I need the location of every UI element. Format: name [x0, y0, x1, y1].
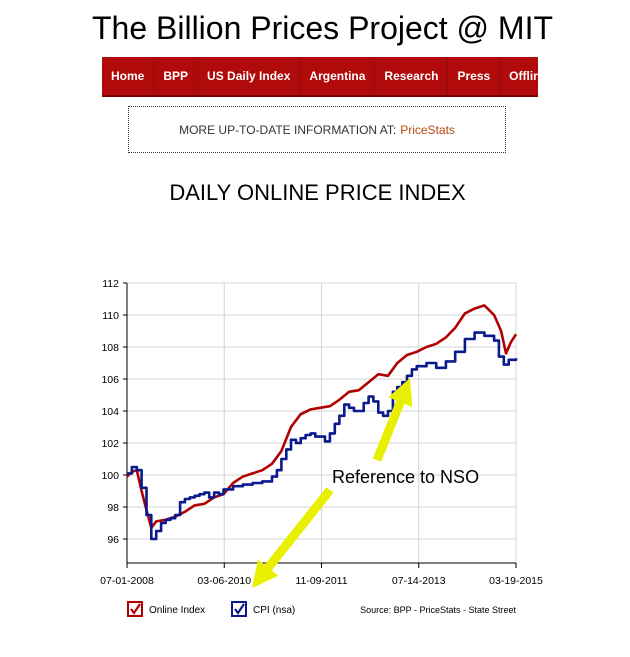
y-tick-label: 110 — [102, 310, 119, 322]
chart-title: DAILY ONLINE PRICE INDEX — [169, 180, 466, 205]
x-tick-label: 07-14-2013 — [392, 575, 446, 587]
x-tick-label: 07-01-2008 — [100, 575, 154, 587]
source-note: Source: BPP - PriceStats - State Street — [360, 605, 516, 615]
info-text: MORE UP-TO-DATE INFORMATION AT: — [179, 122, 397, 137]
nav-item-bpp[interactable]: BPP — [154, 57, 199, 95]
legend-label: CPI (nsa) — [253, 605, 295, 616]
pricestats-link[interactable]: PriceStats — [400, 122, 455, 137]
y-tick-label: 104 — [101, 406, 119, 418]
nav-item-us-daily-index[interactable]: US Daily Index — [198, 57, 301, 95]
y-tick-label: 102 — [101, 438, 119, 450]
nav-item-research[interactable]: Research — [375, 57, 449, 95]
legend-label: Online Index — [149, 605, 205, 616]
y-tick-label: 96 — [107, 534, 119, 546]
x-tick-label: 11-09-2011 — [295, 575, 347, 587]
annotation-arrow-down — [252, 487, 334, 588]
checkmark-icon — [130, 603, 141, 615]
nav-item-offline[interactable]: Offline — [500, 57, 538, 95]
checkmark-icon — [234, 603, 245, 615]
annotation-label: Reference to NSO — [332, 467, 479, 487]
annotation-arrow-up — [372, 378, 413, 462]
info-box: MORE UP-TO-DATE INFORMATION AT: PriceSta… — [128, 106, 506, 153]
site-title: The Billion Prices Project @ MIT — [91, 10, 554, 46]
x-tick-label: 03-06-2010 — [197, 575, 251, 587]
y-tick-label: 112 — [102, 278, 119, 290]
y-tick-label: 100 — [101, 470, 119, 482]
cpi-line — [127, 331, 518, 541]
main-nav: Home BPP US Daily Index Argentina Research Pr… — [102, 57, 538, 97]
y-tick-label: 108 — [101, 342, 119, 354]
nav-item-argentina[interactable]: Argentina — [300, 57, 376, 95]
x-tick-label: 03-19-2015 — [489, 575, 543, 587]
nav-item-home[interactable]: Home — [102, 57, 155, 95]
nav-item-press[interactable]: Press — [448, 57, 501, 95]
y-tick-label: 98 — [107, 502, 119, 514]
y-tick-label: 106 — [101, 374, 119, 386]
